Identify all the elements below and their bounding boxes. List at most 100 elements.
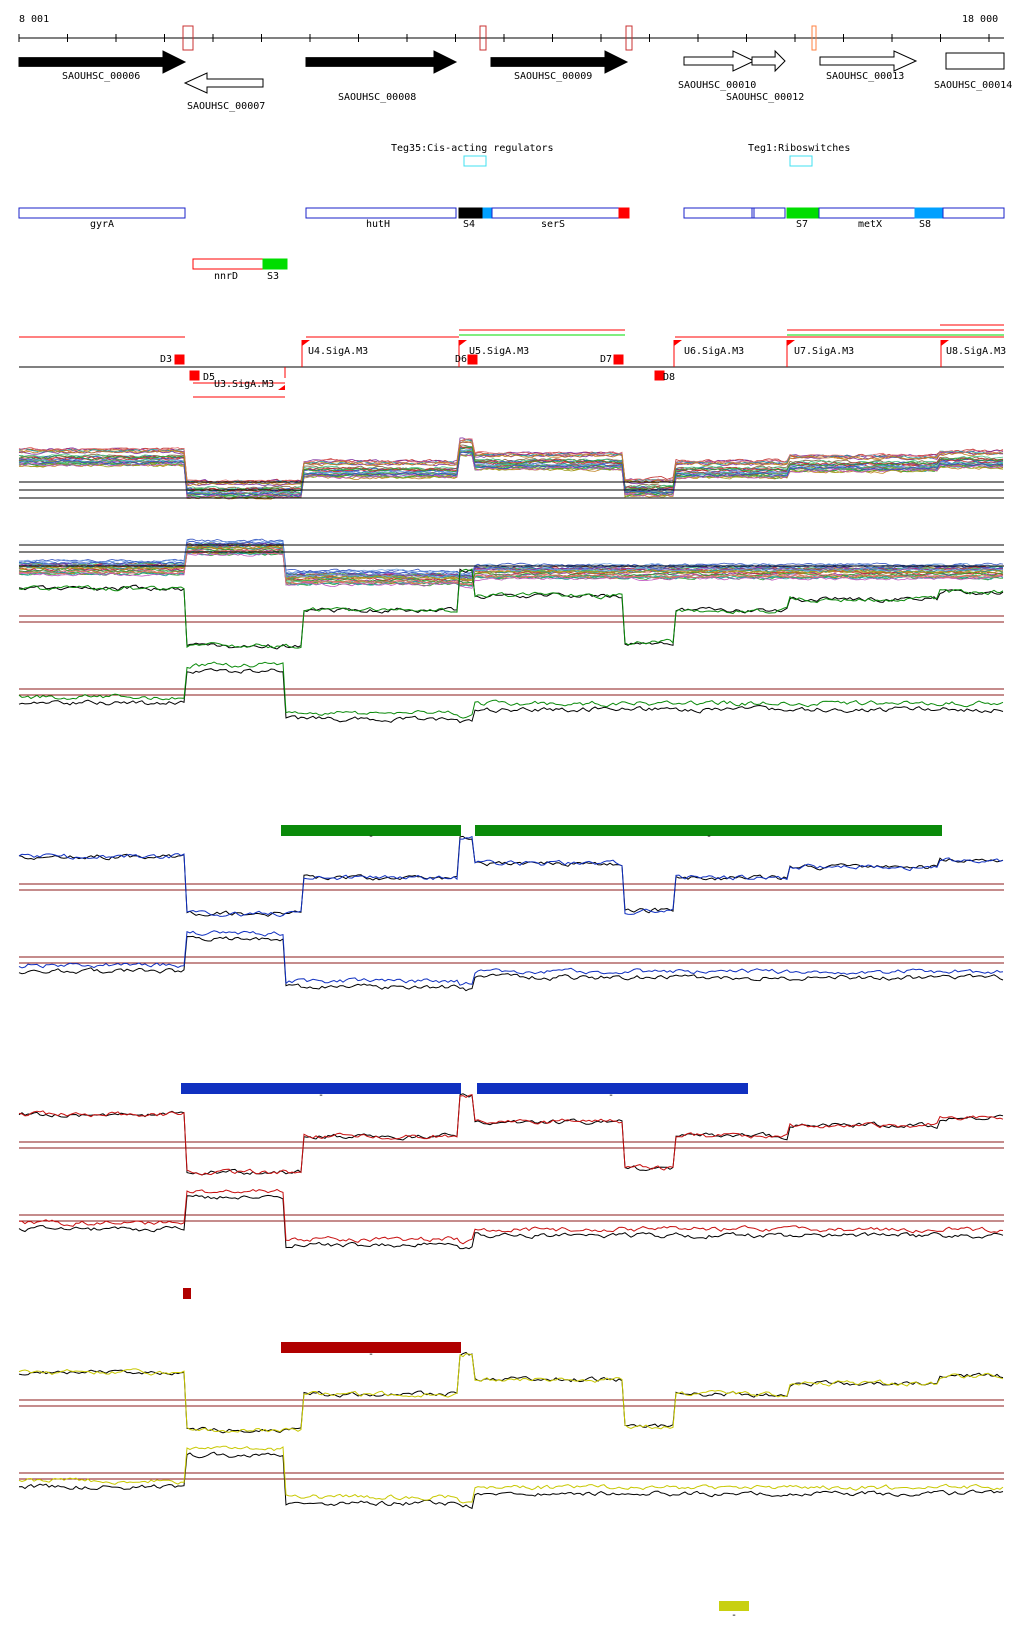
tss-marker[interactable] bbox=[467, 354, 478, 365]
gene-label-00012[interactable]: SAOUHSC_00012 bbox=[726, 92, 805, 103]
tss-label-D6[interactable]: D6 bbox=[455, 354, 468, 365]
tss-arrow-head bbox=[459, 340, 467, 346]
condition3-profile-up bbox=[18, 1093, 1004, 1176]
yellow-bar-1[interactable] bbox=[719, 1601, 749, 1611]
yellow-bar-label-1: - bbox=[731, 1610, 738, 1621]
tss-label-U7[interactable]: U7.SigA.M3 bbox=[794, 346, 855, 357]
blue-bar-label-1: - bbox=[318, 1090, 325, 1101]
tss-marker[interactable] bbox=[613, 354, 624, 365]
tss-label-D5[interactable]: D5 bbox=[203, 372, 216, 383]
condition2-reference-down bbox=[18, 935, 1004, 992]
tss-label-U5[interactable]: U5.SigA.M3 bbox=[469, 346, 530, 357]
region-box-hutH[interactable] bbox=[305, 207, 457, 219]
tss-label-U4[interactable]: U4.SigA.M3 bbox=[308, 346, 369, 357]
condition-profile-line bbox=[18, 454, 1004, 500]
tss-label-D3[interactable]: D3 bbox=[160, 354, 173, 365]
tss-marker[interactable] bbox=[654, 370, 665, 381]
red-bar-1[interactable] bbox=[281, 1342, 461, 1353]
gene-box-00014[interactable] bbox=[945, 52, 1005, 70]
regulator-label-teg1[interactable]: Teg1:Riboswitches bbox=[748, 143, 851, 154]
gene-arrow-00006[interactable] bbox=[18, 50, 187, 74]
condition1-reference-down bbox=[18, 668, 1004, 724]
region-label-S8[interactable]: S8 bbox=[919, 219, 932, 230]
green-bar-1[interactable] bbox=[281, 825, 461, 836]
condition-profile-line bbox=[18, 451, 1004, 497]
condition-profile-line bbox=[18, 446, 1004, 493]
region-box-serS-end[interactable] bbox=[618, 207, 630, 219]
dark-red-bar-small[interactable] bbox=[183, 1288, 191, 1299]
ruler-marker bbox=[479, 25, 487, 51]
blue-bar-1[interactable] bbox=[181, 1083, 461, 1094]
region-box-S7[interactable] bbox=[786, 207, 820, 219]
condition-profile-line bbox=[18, 540, 1003, 577]
region-label-nnrD[interactable]: nnrD bbox=[214, 271, 239, 282]
ruler-start-label: 8 001 bbox=[19, 14, 50, 25]
region-box-serS[interactable] bbox=[491, 207, 620, 219]
region-box-S4[interactable] bbox=[458, 207, 484, 219]
gene-arrow-00008[interactable] bbox=[305, 50, 458, 74]
region-label-serS[interactable]: serS bbox=[541, 219, 566, 230]
gene-label-00006[interactable]: SAOUHSC_00006 bbox=[62, 71, 141, 82]
region-box-S3[interactable] bbox=[262, 258, 288, 270]
regulator-box-teg1[interactable] bbox=[789, 155, 813, 167]
gene-arrow-00007[interactable] bbox=[183, 72, 264, 94]
gene-arrow-00012[interactable] bbox=[751, 49, 786, 73]
tss-marker[interactable] bbox=[174, 354, 185, 365]
green-bar-label-1: - bbox=[368, 831, 375, 842]
gene-label-00009[interactable]: SAOUHSC_00009 bbox=[514, 71, 593, 82]
condition-profile-line bbox=[18, 545, 1004, 581]
region-box-S8[interactable] bbox=[914, 207, 944, 219]
tss-label-U8[interactable]: U8.SigA.M3 bbox=[946, 346, 1007, 357]
gene-arrow-00013[interactable] bbox=[819, 50, 918, 72]
region-box-nnrD[interactable] bbox=[192, 258, 264, 270]
condition-profile-line bbox=[18, 444, 1003, 490]
condition1-profile-down bbox=[18, 661, 1004, 719]
region-label-metX[interactable]: metX bbox=[858, 219, 883, 230]
tss-label-D8[interactable]: D8 bbox=[663, 372, 676, 383]
tss-marker[interactable] bbox=[189, 370, 200, 381]
region-box-metX[interactable] bbox=[818, 207, 916, 219]
gene-label-00008[interactable]: SAOUHSC_00008 bbox=[338, 92, 417, 103]
tss-label-U6[interactable]: U6.SigA.M3 bbox=[684, 346, 745, 357]
tss-label-D7[interactable]: D7 bbox=[600, 354, 613, 365]
region-label-S4[interactable]: S4 bbox=[463, 219, 476, 230]
condition2-reference-up bbox=[18, 835, 1004, 917]
condition4-profile-up bbox=[18, 1353, 1004, 1433]
condition2-profile-up bbox=[18, 835, 1004, 918]
region-label-hutH[interactable]: hutH bbox=[366, 219, 391, 230]
green-bar-2[interactable] bbox=[475, 825, 942, 836]
gene-label-00010[interactable]: SAOUHSC_00010 bbox=[678, 80, 757, 91]
condition1-reference-up bbox=[18, 568, 1004, 650]
condition3-reference-up bbox=[18, 1093, 1004, 1176]
region-label-S7[interactable]: S7 bbox=[796, 219, 809, 230]
condition-profile-line bbox=[18, 439, 1004, 486]
tss-label-U3[interactable]: U3.SigA.M3 bbox=[214, 379, 275, 390]
region-box-end[interactable] bbox=[942, 207, 1005, 219]
regulator-label-teg35[interactable]: Teg35:Cis-acting regulators bbox=[391, 143, 554, 154]
region-label-gyrA[interactable]: gyrA bbox=[90, 219, 115, 230]
gene-label-00007[interactable]: SAOUHSC_00007 bbox=[187, 101, 266, 112]
condition4-reference-up bbox=[18, 1351, 1004, 1434]
blue-bar-2[interactable] bbox=[477, 1083, 748, 1094]
region-box-gyrA[interactable] bbox=[18, 207, 186, 219]
gene-label-00014[interactable]: SAOUHSC_00014 bbox=[934, 80, 1013, 91]
condition4-profile-down bbox=[18, 1445, 1004, 1504]
ruler-marker bbox=[625, 25, 633, 51]
region-box-metX-b[interactable] bbox=[751, 207, 786, 219]
condition-profile-line bbox=[18, 454, 1004, 500]
tss-arrow-head bbox=[674, 340, 682, 346]
gene-label-00013[interactable]: SAOUHSC_00013 bbox=[826, 71, 905, 82]
region-label-S3[interactable]: S3 bbox=[267, 271, 280, 282]
ruler-marker bbox=[182, 25, 194, 51]
region-box-metX-a[interactable] bbox=[683, 207, 755, 219]
region-box-S4b[interactable] bbox=[482, 207, 493, 219]
condition3-profile-down bbox=[19, 1188, 1004, 1245]
tss-arrow-head bbox=[787, 340, 795, 346]
blue-bar-label-2: - bbox=[608, 1090, 615, 1101]
gene-arrow-00010[interactable] bbox=[683, 50, 756, 72]
regulator-box-teg35[interactable] bbox=[463, 155, 487, 167]
green-bar-label-2: - bbox=[706, 831, 713, 842]
gene-arrow-00009[interactable] bbox=[490, 50, 629, 74]
